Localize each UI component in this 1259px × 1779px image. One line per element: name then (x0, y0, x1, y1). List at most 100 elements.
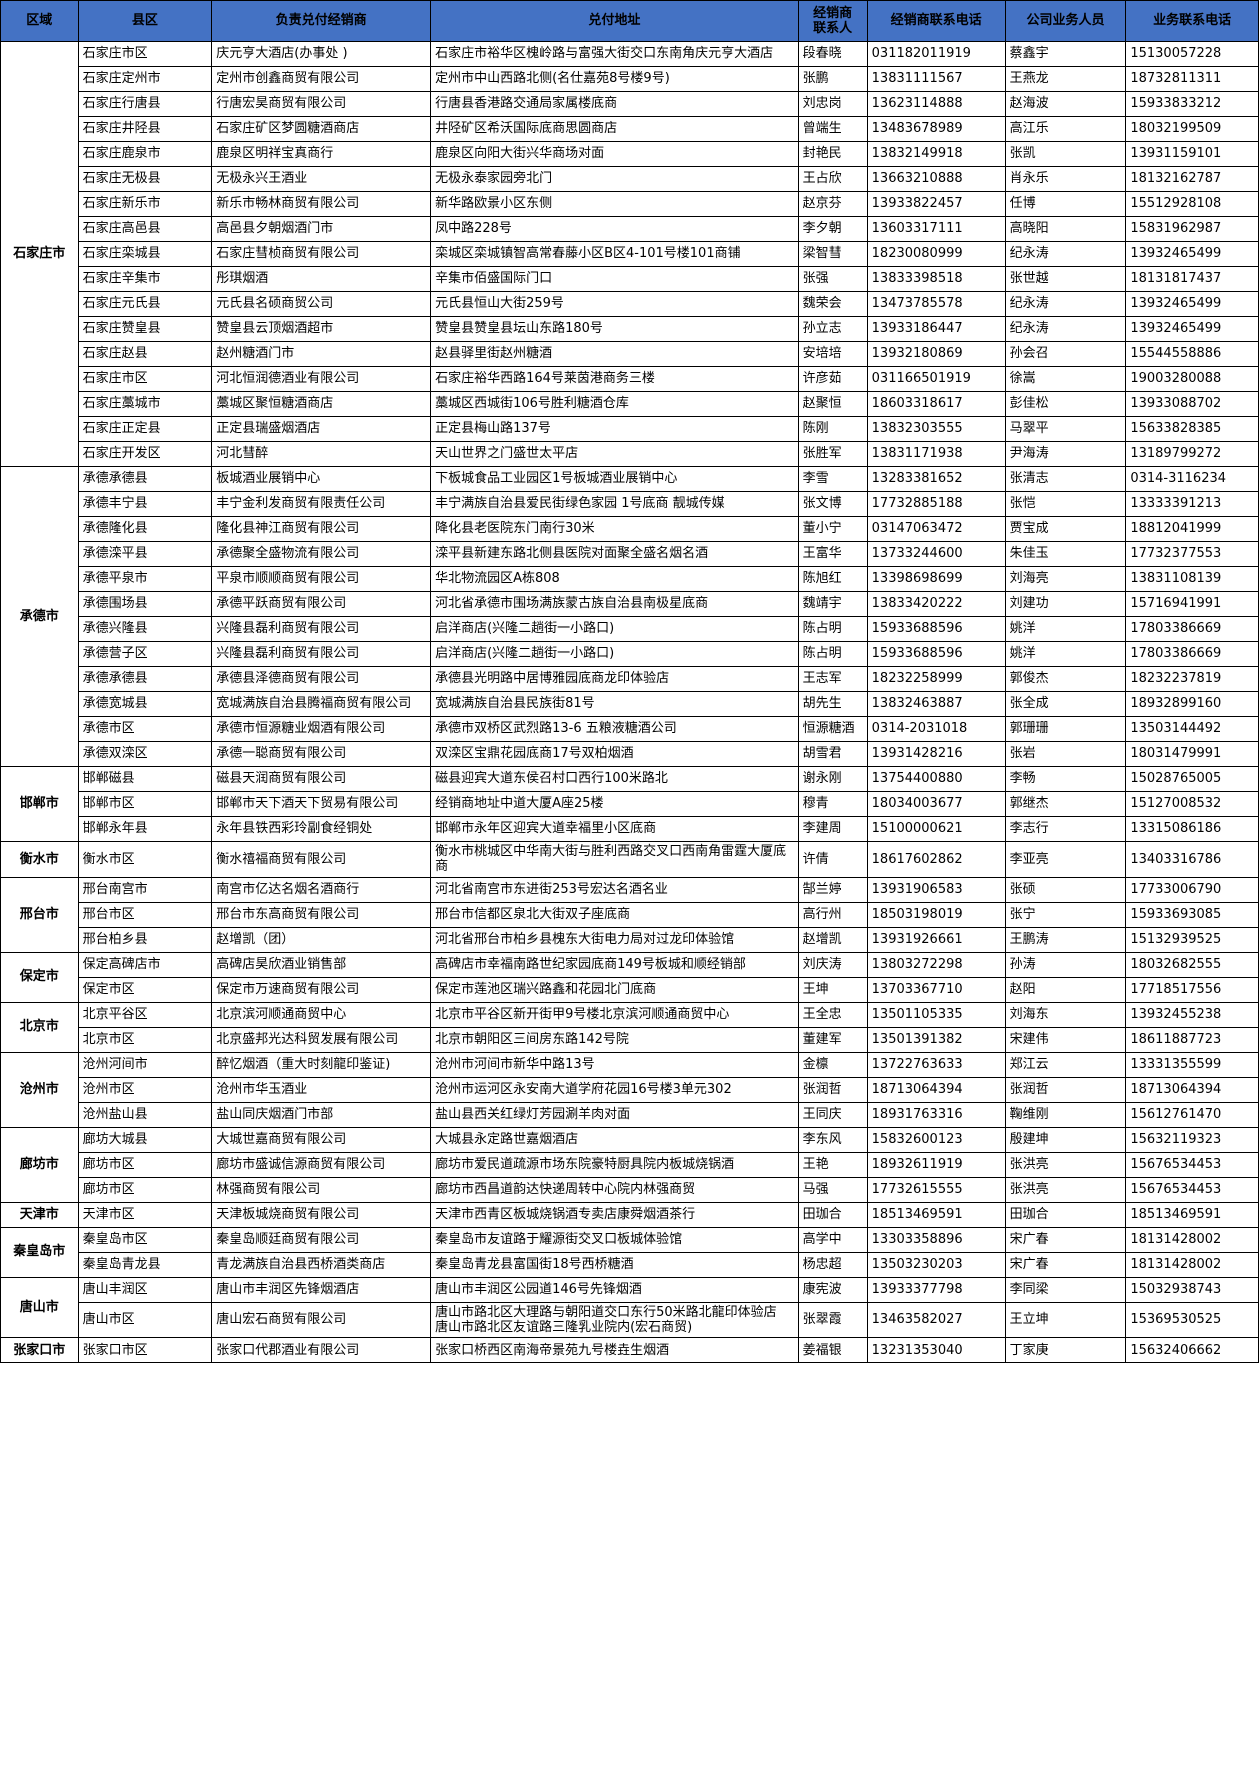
dealer-cell: 唐山宏石商贸有限公司 (211, 1301, 432, 1339)
dealer-cell: 保定市万速商贸有限公司 (211, 976, 432, 1003)
region-cell: 唐山市 (0, 1276, 79, 1339)
table-row: 承德围场县 承德平跃商贸有限公司 河北省承德市围场满族蒙古族自治县南极星底商 魏靖宇 1… (1, 591, 1259, 617)
table-row: 唐山市区 唐山宏石商贸有限公司 唐山市路北区大理路与朝阳道交口东行50米路北龍印体验… (1, 1301, 1259, 1339)
dealer-cell: 河北恒润德酒业有限公司 (211, 366, 432, 392)
county-cell: 衡水市区 (77, 841, 213, 878)
company-staff-cell: 张洪亮 (1004, 1151, 1127, 1178)
staff-phone-cell: 13933088702 (1125, 391, 1259, 417)
county-cell: 石家庄定州市 (77, 66, 213, 92)
header-county: 县区 (77, 0, 213, 42)
address-cell: 降化县老医院东门南行30米 (430, 516, 799, 542)
address-cell: 栾城区栾城镇智高常春藤小区B区4-101号楼101商铺 (430, 241, 799, 267)
dealer-phone-cell: 031166501919 (866, 366, 1006, 392)
dealer-phone-cell: 18932611919 (866, 1151, 1006, 1178)
company-staff-cell: 纪永涛 (1004, 291, 1127, 317)
dealer-contact-cell: 张文博 (797, 491, 868, 517)
address-cell: 承德县光明路中居博雅园底商龙印体验店 (430, 666, 799, 692)
table-row: 邢台柏乡县 赵增凯（团） 河北省邢台市柏乡县槐东大街电力局对过龙印体验馆 赵增凯 139… (1, 926, 1259, 953)
address-cell: 张家口桥西区南海帝景苑九号楼垚生烟酒 (430, 1337, 799, 1364)
staff-phone-cell: 15612761470 (1125, 1101, 1259, 1128)
county-cell: 石家庄市区 (77, 41, 213, 67)
dealer-contact-cell: 安培培 (797, 341, 868, 367)
table-row: 石家庄井陉县 石家庄矿区梦圆糖酒商店 井陉矿区希沃国际底商思圆商店 曾端生 134836… (1, 116, 1259, 142)
staff-phone-cell: 13331355599 (1125, 1051, 1259, 1078)
staff-phone-cell: 15544558886 (1125, 341, 1259, 367)
county-cell: 石家庄栾城县 (77, 241, 213, 267)
address-cell: 河北省邢台市柏乡县槐东大街电力局对过龙印体验馆 (430, 926, 799, 953)
county-cell: 承德丰宁县 (77, 491, 213, 517)
region-cell: 衡水市 (0, 841, 79, 878)
county-cell: 石家庄行唐县 (77, 91, 213, 117)
dealer-cell: 北京滨河顺通商贸中心 (211, 1001, 432, 1028)
region-cell: 廊坊市 (0, 1126, 79, 1203)
dealer-phone-cell: 13503230203 (866, 1251, 1006, 1278)
address-cell: 河北省承德市围场满族蒙古族自治县南极星底商 (430, 591, 799, 617)
company-staff-cell: 赵海波 (1004, 91, 1127, 117)
dealer-phone-cell: 15832600123 (866, 1126, 1006, 1153)
dealer-contact-cell: 许倩 (797, 841, 868, 878)
staff-phone-cell: 18032682555 (1125, 951, 1259, 978)
table-row: 承德市 承德承德县 板城酒业展销中心 下板城食品工业园区1号板城酒业展销中心 李雪 132… (0, 466, 1259, 767)
staff-phone-cell: 15716941991 (1125, 591, 1259, 617)
staff-phone-cell: 18131428002 (1125, 1226, 1259, 1253)
address-cell: 藁城区西城街106号胜利糖酒仓库 (430, 391, 799, 417)
company-staff-cell: 李畅 (1004, 766, 1127, 792)
address-cell: 北京市朝阳区三间房东路142号院 (430, 1026, 799, 1053)
dealer-cell: 秦皇岛顺廷商贸有限公司 (211, 1226, 432, 1253)
address-cell: 丰宁满族自治县爱民街绿色家园 1号底商 靓城传媒 (430, 491, 799, 517)
county-cell: 石家庄无极县 (77, 166, 213, 192)
dealer-cell: 承德聚全盛物流有限公司 (211, 541, 432, 567)
dealer-contact-cell: 王同庆 (797, 1101, 868, 1128)
county-cell: 石家庄元氏县 (77, 291, 213, 317)
region-cell: 沧州市 (0, 1051, 79, 1128)
address-cell: 盐山县西关红绿灯芳园涮羊肉对面 (430, 1101, 799, 1128)
company-staff-cell: 孙会召 (1004, 341, 1127, 367)
county-cell: 沧州河间市 (77, 1051, 213, 1078)
dealer-cell: 大城世嘉商贸有限公司 (211, 1126, 432, 1153)
staff-phone-cell: 18131428002 (1125, 1251, 1259, 1278)
dealer-cell: 青龙满族自治县西桥酒类商店 (211, 1251, 432, 1278)
dealer-phone-cell: 13832463887 (866, 691, 1006, 717)
dealer-phone-cell: 13932180869 (866, 341, 1006, 367)
county-cell: 廊坊大城县 (77, 1126, 213, 1153)
county-cell: 承德平泉市 (77, 566, 213, 592)
address-cell: 衡水市桃城区中华南大街与胜利西路交叉口西南角雷霆大厦底商 (430, 841, 799, 878)
staff-phone-cell: 18932899160 (1125, 691, 1259, 717)
county-cell: 承德宽城县 (77, 691, 213, 717)
county-cell: 邯郸永年县 (77, 816, 213, 842)
dealer-contact-cell: 田珈合 (797, 1201, 868, 1228)
dealer-phone-cell: 17732615555 (866, 1176, 1006, 1203)
dealer-phone-cell: 18503198019 (866, 901, 1006, 928)
staff-phone-cell: 17733006790 (1125, 876, 1259, 903)
county-cell: 石家庄鹿泉市 (77, 141, 213, 167)
county-cell: 保定高碑店市 (77, 951, 213, 978)
dealer-cell: 鹿泉区明祥宝真商行 (211, 141, 432, 167)
staff-phone-cell: 13403316786 (1125, 841, 1259, 878)
company-staff-cell: 刘建功 (1004, 591, 1127, 617)
address-cell: 华北物流园区A栋808 (430, 566, 799, 592)
dealer-phone-cell: 18513469591 (866, 1201, 1006, 1228)
company-staff-cell: 张清志 (1004, 466, 1127, 492)
dealer-phone-cell: 13754400880 (866, 766, 1006, 792)
dealer-cell: 兴隆县磊利商贸有限公司 (211, 641, 432, 667)
dealer-contact-cell: 张翠霞 (797, 1301, 868, 1339)
dealer-cell: 承德平跃商贸有限公司 (211, 591, 432, 617)
dealer-contact-cell: 许彦茹 (797, 366, 868, 392)
address-cell: 廊坊市西昌道韵达快递周转中心院内林强商贸 (430, 1176, 799, 1203)
staff-phone-cell: 15933833212 (1125, 91, 1259, 117)
staff-phone-cell: 13932455238 (1125, 1001, 1259, 1028)
staff-phone-cell: 17732377553 (1125, 541, 1259, 567)
company-staff-cell: 张宁 (1004, 901, 1127, 928)
table-row: 衡水市 衡水市区 衡水禧福商贸有限公司 衡水市桃城区中华南大街与胜利西路交叉口西南角雷… (0, 841, 1259, 878)
county-cell: 邯郸磁县 (77, 766, 213, 792)
county-cell: 唐山丰润区 (77, 1276, 213, 1303)
company-staff-cell: 郭继杰 (1004, 791, 1127, 817)
table-row: 石家庄市区 河北恒润德酒业有限公司 石家庄裕华西路164号莱茵港商务三楼 许彦茹 031… (1, 366, 1259, 392)
dealer-contact-cell: 张润哲 (797, 1076, 868, 1103)
staff-phone-cell: 15028765005 (1125, 766, 1259, 792)
dealer-cell: 藁城区聚恒糖酒商店 (211, 391, 432, 417)
address-cell: 启洋商店(兴隆二趟街一小路口) (430, 641, 799, 667)
table-row: 邢台市 邢台南宫市 南宫市亿达名烟名酒商行 河北省南宫市东进街253号宏达名酒名业 郜兰… (0, 876, 1259, 953)
dealer-contact-cell: 王占欣 (797, 166, 868, 192)
staff-phone-cell: 18132162787 (1125, 166, 1259, 192)
